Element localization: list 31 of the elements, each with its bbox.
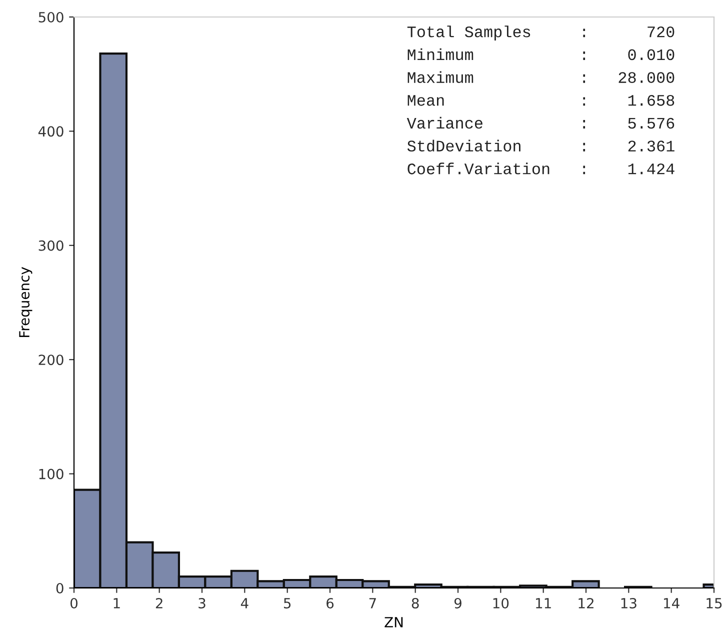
annotation: Minimum : 0.010 bbox=[408, 48, 674, 60]
x-tick-label: 11 bbox=[536, 598, 551, 608]
annotation: Maximum : 28.000 bbox=[408, 71, 674, 83]
x-tick-label: 2 bbox=[156, 598, 162, 608]
annotation: Variance : 5.576 bbox=[406, 116, 674, 129]
x-tick-label: 4 bbox=[240, 598, 248, 608]
annotation: Total Samples : 720 bbox=[407, 26, 674, 40]
x-tick-label: 0 bbox=[70, 598, 78, 608]
x-tick-label: 1 bbox=[114, 598, 120, 608]
annotation: Mean : 1.658 bbox=[408, 94, 674, 106]
x-tick-label: 3 bbox=[198, 598, 206, 608]
x-tick-label: 12 bbox=[578, 598, 594, 608]
x-tick-label: 7 bbox=[369, 598, 376, 608]
x-tick-label: 8 bbox=[412, 598, 419, 608]
x-tick-label: 10 bbox=[493, 598, 509, 608]
y-tick-label: 100 bbox=[39, 468, 64, 480]
x-tick-label: 9 bbox=[454, 598, 462, 608]
x-axis-title: ZN bbox=[384, 617, 403, 628]
annotation: Coeff.Variation : 1.424 bbox=[408, 162, 674, 174]
y-tick-label: 0 bbox=[56, 582, 64, 594]
annotation: StdDeviation : 2.361 bbox=[407, 140, 674, 152]
x-tick-label: 5 bbox=[284, 598, 291, 608]
y-axis-title: Frequency bbox=[19, 267, 32, 338]
x-tick-label: 13 bbox=[621, 598, 636, 608]
x-tick-label: 14 bbox=[664, 598, 680, 608]
x-tick-label: 6 bbox=[326, 598, 334, 608]
x-tick-label: 15 bbox=[706, 598, 722, 608]
y-tick-label: 300 bbox=[38, 240, 64, 251]
y-tick-label: 200 bbox=[38, 354, 64, 366]
y-tick-label: 400 bbox=[38, 126, 64, 137]
y-tick-label: 500 bbox=[38, 12, 64, 22]
